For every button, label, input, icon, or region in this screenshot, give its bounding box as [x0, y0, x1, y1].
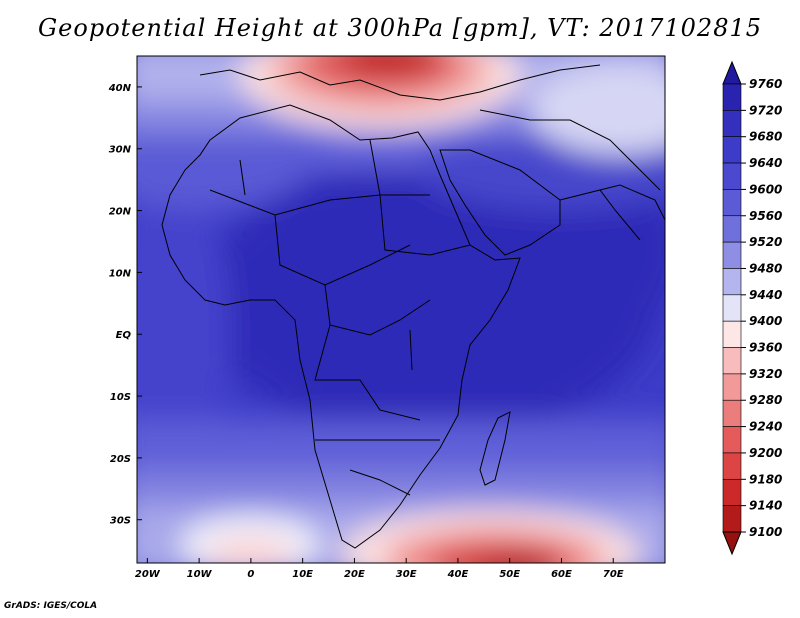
coastlines	[161, 64, 665, 549]
colorbar-segment	[722, 215, 742, 243]
lat-tick-label: 20S	[110, 454, 131, 465]
colorbar-label: 9360	[749, 341, 782, 355]
lat-tick-label: 10S	[110, 392, 131, 403]
lat-tick-label: EQ	[116, 330, 132, 341]
colorbar-label: 9600	[749, 182, 782, 196]
colorbar-segment	[722, 426, 742, 454]
lat-tick-label: 30S	[110, 516, 131, 527]
colorbar-label: 9140	[749, 499, 782, 513]
colorbar-segment	[722, 294, 742, 322]
colorbar-label: 9440	[749, 288, 782, 302]
lat-tick-label: 10N	[109, 268, 132, 279]
colorbar-segment	[722, 83, 742, 111]
lat-tick-label: 40N	[108, 83, 132, 94]
lon-tick-label: 20W	[135, 569, 161, 580]
colorbar-bottom-arrow	[722, 531, 742, 556]
lon-tick-label: 0	[247, 569, 254, 580]
lon-tick-label: 50E	[499, 569, 520, 580]
colorbar-label: 9680	[749, 130, 782, 144]
colorbar-segment	[722, 136, 742, 164]
colorbar-segment	[722, 268, 742, 296]
lat-tick-label: 30N	[109, 145, 132, 156]
lon-tick-label: 40E	[447, 569, 469, 580]
colorbar-segment	[722, 373, 742, 401]
colorbar-segment	[722, 320, 742, 348]
lon-tick-label: 10E	[292, 569, 313, 580]
colorbar-label: 9760	[749, 77, 782, 91]
colorbar-label: 9100	[749, 525, 782, 539]
colorbar-segment	[722, 241, 742, 269]
colorbar-label: 9240	[749, 420, 782, 434]
colorbar: 9760 9720 9680 9640 9600 9560 9520 9480 9440 9400…	[722, 60, 782, 556]
lon-tick-label: 70E	[603, 569, 624, 580]
lon-tick-label: 10W	[187, 569, 213, 580]
colorbar-label: 9320	[749, 367, 782, 381]
geopotential-field	[137, 56, 665, 563]
lon-tick-label: 60E	[551, 569, 572, 580]
colorbar-label: 9640	[749, 156, 782, 170]
colorbar-segment	[722, 162, 742, 190]
colorbar-segment	[722, 189, 742, 217]
lat-tick-label: 20N	[109, 207, 132, 218]
footer-credit: GrADS: IGES/COLA	[4, 601, 98, 611]
colorbar-label: 9520	[749, 235, 782, 249]
longitude-axis: 20W 10W 0 10E 20E 30E 40E 50E 60E 70E	[135, 558, 624, 580]
colorbar-label: 9280	[749, 393, 782, 407]
colorbar-segment	[722, 399, 742, 427]
colorbar-label: 9200	[749, 446, 782, 460]
colorbar-label: 9400	[749, 314, 782, 328]
colorbar-label: 9560	[749, 209, 782, 223]
colorbar-segment	[722, 478, 742, 506]
colorbar-label: 9720	[749, 103, 782, 117]
colorbar-label: 9480	[749, 261, 782, 275]
colorbar-segment	[722, 452, 742, 480]
colorbar-label: 9180	[749, 472, 782, 486]
map-title: Geopotential Height at 300hPa [gpm], VT:…	[38, 14, 762, 42]
colorbar-segment	[722, 110, 742, 138]
latitude-axis: 40N 30N 20N 10N EQ 10S 20S 30S	[108, 83, 142, 527]
map-frame	[136, 55, 666, 564]
colorbar-segment	[722, 505, 742, 533]
colorbar-top-arrow	[722, 60, 742, 85]
lon-tick-label: 30E	[396, 569, 417, 580]
colorbar-segment	[722, 347, 742, 375]
lon-tick-label: 20E	[344, 569, 365, 580]
